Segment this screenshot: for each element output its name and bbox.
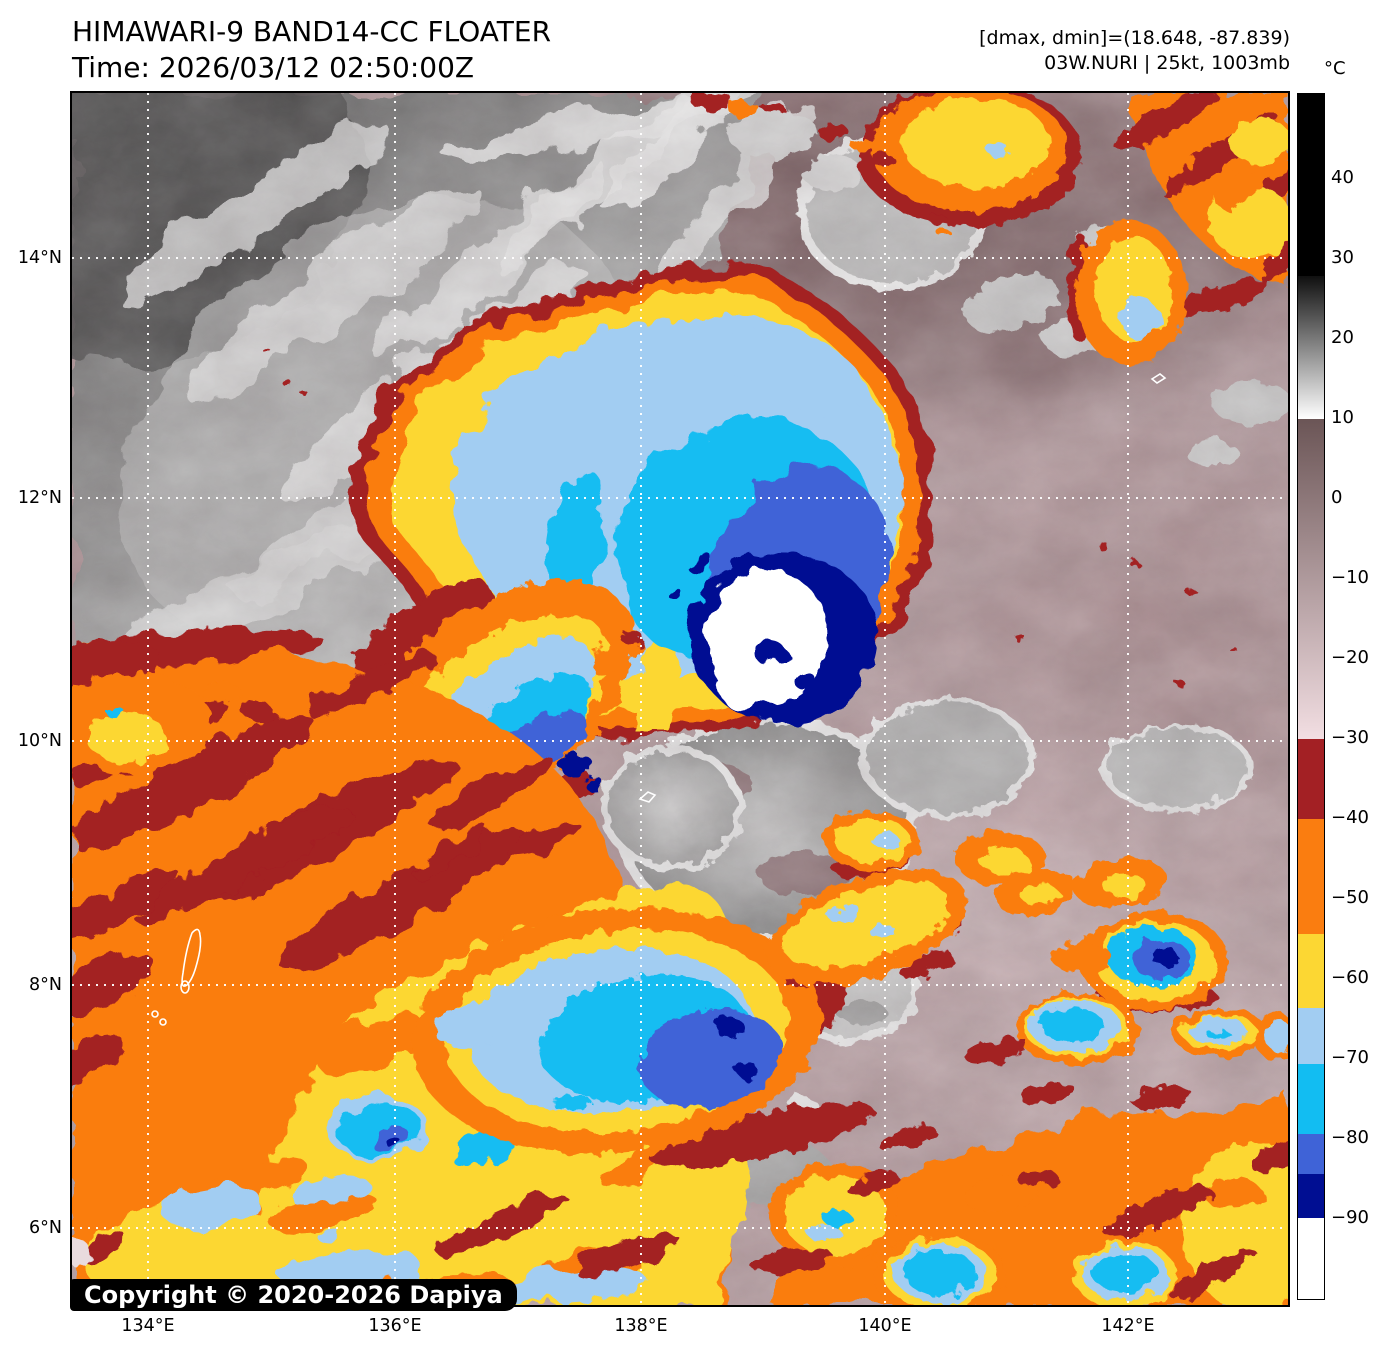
y-axis-tick-label: 10°N xyxy=(17,731,62,751)
dmax-dmin-annotation: [dmax, dmin]=(18.648, -87.839) xyxy=(979,27,1290,49)
storm-info-annotation: 03W.NURI | 25kt, 1003mb xyxy=(1044,52,1290,74)
colorbar-segment xyxy=(1298,276,1324,419)
y-axis-tick-label: 14°N xyxy=(17,248,62,268)
colorbar-segment xyxy=(1298,1064,1324,1134)
colorbar-segment xyxy=(1298,1218,1324,1299)
colorbar-unit-label: °C xyxy=(1324,58,1346,79)
colorbar-segment xyxy=(1298,819,1324,934)
colorbar-tick-label: 30 xyxy=(1331,247,1354,268)
colorbar-tick-label: 0 xyxy=(1331,487,1343,508)
south-edge-cells xyxy=(752,1125,1288,1305)
storm-cold-core xyxy=(705,570,829,709)
colorbar-tick-label: 20 xyxy=(1331,327,1354,348)
colorbar-segment xyxy=(1298,94,1324,276)
islet-coastline xyxy=(638,791,657,803)
plot-title-block: HIMAWARI-9 BAND14-CC FLOATER Time: 2026/… xyxy=(72,14,551,86)
plot-title: HIMAWARI-9 BAND14-CC FLOATER xyxy=(72,15,552,48)
x-axis-tick-label: 134°E xyxy=(121,1316,175,1336)
east-convective-cells xyxy=(765,811,1288,1110)
island-coastlines xyxy=(151,373,1167,1026)
south-cold-system xyxy=(412,907,875,1168)
colorbar-segment xyxy=(1298,419,1324,739)
plot-time: Time: 2026/03/12 02:50:00Z xyxy=(72,51,475,84)
colorbar-segment xyxy=(1298,1174,1324,1218)
colorbar-tick-label: 10 xyxy=(1331,407,1354,428)
x-axis-tick-label: 136°E xyxy=(368,1316,422,1336)
colorbar xyxy=(1297,93,1325,1300)
colorbar-tick-label: −10 xyxy=(1331,567,1369,588)
colorbar-segment xyxy=(1298,934,1324,1008)
colorbar-tick-label: 40 xyxy=(1331,167,1354,188)
west-edge-cell xyxy=(72,640,273,773)
colorbar-tick-label: −40 xyxy=(1331,807,1369,828)
colorbar-segment xyxy=(1298,1134,1324,1174)
colorbar-segment xyxy=(1298,1008,1324,1064)
y-axis-tick-label: 8°N xyxy=(29,975,62,995)
x-axis-tick-label: 142°E xyxy=(1101,1316,1155,1336)
satellite-map: Copyright © 2020-2026 Dapiya xyxy=(70,91,1290,1311)
copyright-badge: Copyright © 2020-2026 Dapiya xyxy=(70,1279,517,1311)
palau-coastline xyxy=(181,928,202,987)
latlon-gridlines xyxy=(72,93,1288,1305)
colorbar-tick-label: −20 xyxy=(1331,647,1369,668)
colorbar-tick-label: −60 xyxy=(1331,967,1369,988)
colorbar-tick-label: −50 xyxy=(1331,887,1369,908)
islet-coastline-2 xyxy=(1150,373,1167,384)
colorbar-tick-label: −90 xyxy=(1331,1207,1369,1228)
y-axis-tick-label: 6°N xyxy=(29,1218,62,1238)
colorbar-tick-label: −70 xyxy=(1331,1047,1369,1068)
colorbar-tick-label: −80 xyxy=(1331,1127,1369,1148)
x-axis-tick-label: 138°E xyxy=(614,1316,668,1336)
north-convective-cells xyxy=(263,93,1288,686)
satellite-imagery xyxy=(72,93,1288,1305)
y-axis-tick-label: 12°N xyxy=(17,488,62,508)
colorbar-tick-label: −30 xyxy=(1331,727,1369,748)
plot-annotations: [dmax, dmin]=(18.648, -87.839) 03W.NURI … xyxy=(979,26,1290,76)
colorbar-segment xyxy=(1298,739,1324,819)
x-axis-tick-label: 140°E xyxy=(858,1316,912,1336)
